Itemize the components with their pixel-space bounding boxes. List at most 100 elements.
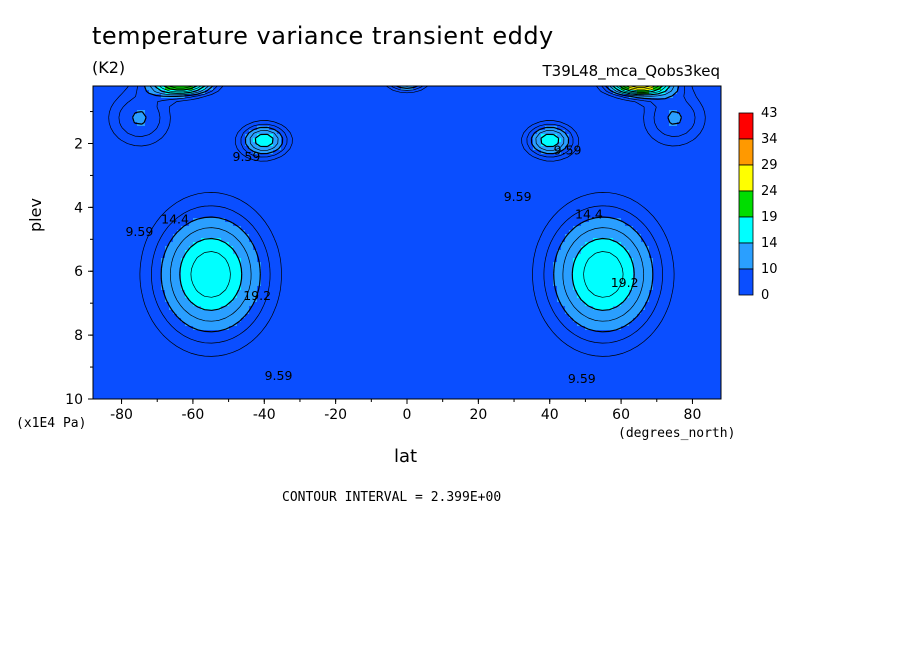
field-cell — [289, 94, 293, 98]
field-cell — [269, 346, 273, 350]
field-cell — [173, 374, 177, 378]
field-cell — [313, 150, 317, 154]
field-cell — [173, 266, 177, 270]
field-cell — [177, 162, 181, 166]
field-cell — [141, 86, 145, 90]
field-cell — [273, 310, 277, 314]
field-cell — [117, 282, 121, 286]
field-cell — [281, 246, 285, 250]
field-cell — [101, 294, 105, 298]
field-cell — [281, 374, 285, 378]
field-cell — [289, 158, 293, 162]
field-cell — [301, 102, 305, 106]
field-cell — [237, 166, 241, 170]
field-cell — [289, 150, 293, 154]
field-cell — [193, 346, 197, 350]
field-cell — [97, 370, 101, 374]
field-cell — [317, 210, 321, 214]
field-cell — [121, 106, 125, 110]
field-cell — [281, 222, 285, 226]
field-cell — [325, 102, 329, 106]
field-cell — [233, 370, 237, 374]
field-cell — [237, 202, 241, 206]
field-cell — [105, 246, 109, 250]
field-cell — [93, 98, 97, 102]
field-cell — [229, 326, 233, 330]
field-cell — [341, 106, 345, 110]
field-cell — [229, 294, 233, 298]
field-cell — [109, 90, 113, 94]
field-cell — [97, 366, 101, 370]
field-cell — [157, 374, 161, 378]
field-cell — [289, 226, 293, 230]
field-cell — [141, 150, 145, 154]
field-cell — [105, 234, 109, 238]
field-cell — [313, 366, 317, 370]
field-cell — [321, 242, 325, 246]
field-cell — [337, 234, 341, 238]
field-cell — [193, 138, 197, 142]
field-cell — [145, 114, 149, 118]
field-cell — [121, 166, 125, 170]
field-cell — [301, 210, 305, 214]
field-cell — [241, 262, 245, 266]
field-cell — [337, 94, 341, 98]
field-cell — [173, 370, 177, 374]
field-cell — [269, 322, 273, 326]
field-cell — [177, 218, 181, 222]
field-cell — [201, 126, 205, 130]
field-cell — [325, 390, 329, 394]
field-cell — [281, 142, 285, 146]
field-cell — [233, 290, 237, 294]
field-cell — [309, 122, 313, 126]
field-cell — [197, 270, 201, 274]
field-cell — [129, 198, 133, 202]
field-cell — [317, 254, 321, 258]
field-cell — [277, 282, 281, 286]
field-cell — [229, 214, 233, 218]
field-cell — [193, 282, 197, 286]
field-cell — [169, 378, 173, 382]
field-cell — [301, 98, 305, 102]
field-cell — [133, 378, 137, 382]
field-cell — [181, 310, 185, 314]
field-cell — [305, 182, 309, 186]
field-cell — [137, 274, 141, 278]
field-cell — [241, 230, 245, 234]
field-cell — [117, 206, 121, 210]
field-cell — [121, 390, 125, 394]
field-cell — [149, 222, 153, 226]
field-cell — [305, 342, 309, 346]
field-cell — [265, 110, 269, 114]
field-cell — [337, 334, 341, 338]
field-cell — [277, 382, 281, 386]
field-cell — [273, 230, 277, 234]
field-cell — [245, 318, 249, 322]
field-cell — [273, 222, 277, 226]
field-cell — [201, 306, 205, 310]
field-cell — [181, 158, 185, 162]
field-cell — [113, 290, 117, 294]
field-cell — [309, 222, 313, 226]
field-cell — [165, 134, 169, 138]
field-cell — [145, 370, 149, 374]
field-cell — [121, 362, 125, 366]
field-cell — [269, 250, 273, 254]
field-cell — [149, 354, 153, 358]
field-cell — [197, 242, 201, 246]
field-cell — [197, 226, 201, 230]
field-cell — [225, 130, 229, 134]
field-cell — [317, 334, 321, 338]
field-cell — [333, 194, 337, 198]
field-cell — [213, 198, 217, 202]
field-cell — [297, 142, 301, 146]
field-cell — [101, 94, 105, 98]
field-cell — [137, 282, 141, 286]
field-cell — [121, 270, 125, 274]
field-cell — [329, 290, 333, 294]
field-cell — [301, 326, 305, 330]
field-cell — [117, 126, 121, 130]
field-cell — [293, 362, 297, 366]
field-cell — [261, 118, 265, 122]
field-cell — [141, 174, 145, 178]
